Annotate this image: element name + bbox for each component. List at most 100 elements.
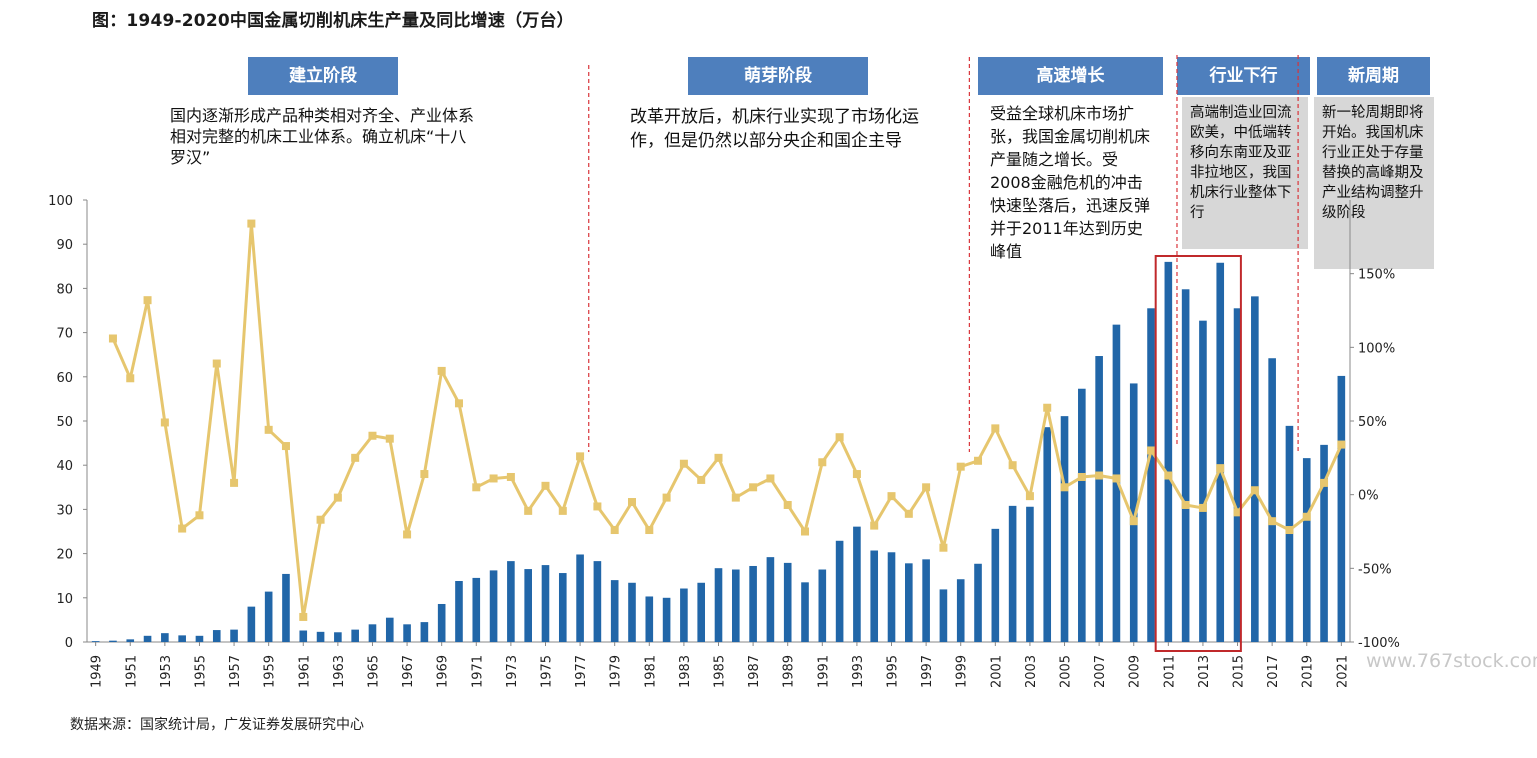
- bar: [230, 629, 238, 642]
- phase-label-growth: 高速增长: [978, 57, 1163, 95]
- x-tick-label: 1951: [124, 655, 139, 688]
- x-tick-label: 1975: [539, 655, 554, 688]
- growth-point: [679, 459, 688, 468]
- x-tick-label: 2003: [1024, 655, 1039, 688]
- x-tick-label: 1981: [643, 655, 658, 688]
- bar: [126, 639, 135, 642]
- growth-point: [1164, 471, 1173, 480]
- bar: [1112, 324, 1121, 642]
- growth-point: [1216, 464, 1225, 473]
- bar: [351, 629, 359, 642]
- x-tick-label: 2017: [1266, 655, 1281, 688]
- bar: [1043, 427, 1052, 642]
- growth-point: [506, 472, 515, 481]
- x-tick-label: 2015: [1232, 655, 1247, 688]
- y-right-tick-label: 100%: [1358, 341, 1395, 356]
- bar: [1199, 320, 1207, 642]
- growth-point: [1095, 471, 1104, 480]
- bar: [212, 630, 221, 642]
- growth-point: [610, 526, 619, 535]
- x-tick-label: 1955: [193, 655, 208, 688]
- bar: [697, 582, 706, 642]
- growth-point: [230, 478, 239, 487]
- phase-label-establish: 建立阶段: [248, 57, 398, 95]
- x-tick-label: 2021: [1335, 655, 1350, 688]
- bar: [91, 641, 100, 642]
- growth-point: [697, 475, 706, 484]
- growth-point: [593, 502, 602, 511]
- growth-point: [1268, 517, 1277, 526]
- bar: [905, 563, 913, 642]
- growth-point: [1112, 474, 1121, 483]
- bar: [662, 597, 671, 642]
- y-left-tick-label: 60: [56, 371, 73, 386]
- growth-point: [195, 511, 204, 520]
- bar: [403, 624, 411, 642]
- bar: [783, 562, 792, 642]
- growth-point: [524, 506, 533, 515]
- growth-point: [1129, 517, 1138, 526]
- y-left-tick-label: 50: [56, 415, 73, 430]
- growth-point: [1147, 446, 1156, 455]
- growth-point: [662, 493, 671, 502]
- growth-point: [991, 424, 1000, 433]
- bar: [507, 561, 515, 642]
- growth-point: [558, 506, 567, 515]
- bar: [161, 633, 169, 642]
- growth-point: [1302, 512, 1311, 521]
- growth-point: [939, 543, 948, 552]
- watermark: www.767stock.com: [1366, 650, 1537, 672]
- growth-point: [714, 453, 723, 462]
- phase-desc-sprout: 改革开放后，机床行业实现了市场化运作，但是仍然以部分央企和国企主导: [630, 107, 919, 151]
- growth-point: [870, 521, 879, 530]
- bar: [264, 591, 273, 642]
- bar: [1181, 289, 1190, 642]
- bar: [1129, 383, 1138, 642]
- growth-point: [143, 296, 152, 305]
- y-left-tick-label: 40: [56, 459, 73, 474]
- growth-point: [333, 493, 342, 502]
- x-tick-label: 1977: [574, 655, 589, 688]
- growth-point: [281, 442, 290, 451]
- growth-point: [178, 524, 187, 533]
- y-left-tick-label: 90: [56, 238, 73, 253]
- bar: [801, 582, 809, 642]
- growth-point: [368, 431, 377, 440]
- growth-point: [576, 452, 585, 461]
- x-tick-label: 1979: [609, 655, 624, 688]
- bar: [385, 617, 394, 642]
- y-right-tick-label: -100%: [1358, 636, 1400, 651]
- growth-point: [922, 483, 931, 492]
- bar: [282, 573, 290, 642]
- growth-line: [111, 222, 1343, 619]
- bar: [541, 565, 550, 642]
- phase-label-new-cycle: 新周期: [1317, 57, 1430, 95]
- bar: [922, 559, 930, 642]
- chart-title: 图：1949-2020中国金属切削机床生产量及同比增速（万台）: [92, 11, 574, 31]
- growth-point: [1025, 492, 1034, 501]
- growth-point: [403, 530, 412, 539]
- x-tick-label: 2009: [1128, 655, 1143, 688]
- bar: [1251, 296, 1259, 642]
- bar: [455, 581, 463, 642]
- growth-point: [1233, 508, 1242, 517]
- bar: [316, 631, 325, 642]
- y-left-tick-label: 100: [48, 194, 73, 209]
- growth-point: [454, 399, 463, 408]
- bar: [420, 622, 429, 642]
- growth-point: [1250, 486, 1259, 495]
- growth-point: [1337, 440, 1346, 449]
- bar: [1216, 262, 1225, 642]
- bar: [368, 624, 377, 642]
- bar: [887, 552, 896, 642]
- y-right-tick-label: -50%: [1358, 562, 1392, 577]
- x-tick-label: 1959: [263, 655, 278, 688]
- bar: [1078, 388, 1086, 642]
- bar: [1026, 506, 1034, 642]
- x-tick-label: 1997: [920, 655, 935, 688]
- bar: [195, 635, 204, 642]
- bar: [524, 569, 532, 642]
- bar: [299, 630, 308, 642]
- bar: [766, 557, 775, 642]
- bar: [437, 603, 446, 642]
